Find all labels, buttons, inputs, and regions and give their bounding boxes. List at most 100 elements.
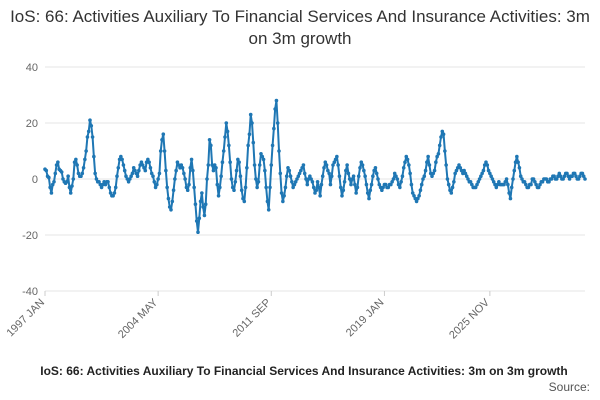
data-point[interactable] [534,182,538,187]
data-point[interactable] [556,174,560,178]
data-point[interactable] [250,121,254,125]
data-point[interactable] [301,163,306,167]
data-point[interactable] [201,205,205,209]
data-point[interactable] [481,168,486,173]
data-point[interactable] [380,188,384,192]
data-point[interactable] [502,182,506,187]
data-point[interactable] [493,182,497,187]
data-point[interactable] [166,196,171,201]
data-point[interactable] [322,166,326,170]
data-point[interactable] [470,182,474,187]
data-point[interactable] [381,185,385,190]
data-point[interactable] [418,188,423,192]
data-point[interactable] [74,157,78,162]
data-point[interactable] [273,107,277,111]
data-point[interactable] [306,177,311,181]
data-point[interactable] [513,160,518,164]
data-point[interactable] [286,166,290,170]
data-point[interactable] [497,180,501,184]
data-point[interactable] [56,160,60,164]
data-point[interactable] [454,168,459,173]
data-point[interactable] [524,182,528,187]
data-point[interactable] [486,168,491,173]
data-point[interactable] [189,157,194,162]
data-point[interactable] [192,185,196,190]
data-point[interactable] [409,182,414,187]
data-point[interactable] [134,171,139,176]
data-point[interactable] [466,177,470,181]
data-point[interactable] [272,126,276,131]
data-point[interactable] [371,174,375,178]
data-point[interactable] [512,168,517,173]
data-point[interactable] [453,171,457,176]
data-point[interactable] [583,177,587,181]
data-point[interactable] [251,140,256,145]
data-point[interactable] [90,135,95,139]
data-point[interactable] [162,149,167,153]
data-point[interactable] [79,174,83,178]
data-point[interactable] [426,154,430,159]
data-point[interactable] [533,180,537,184]
data-point[interactable] [516,160,520,164]
data-point[interactable] [277,149,281,153]
data-point[interactable] [284,174,289,178]
data-point[interactable] [175,160,180,164]
data-point[interactable] [287,168,292,173]
data-point[interactable] [392,171,397,176]
data-point[interactable] [526,185,531,190]
data-point[interactable] [489,174,493,178]
data-point[interactable] [52,180,56,184]
data-point[interactable] [197,216,202,220]
data-point[interactable] [107,185,112,190]
data-point[interactable] [89,124,94,128]
data-point[interactable] [416,196,420,201]
data-point[interactable] [338,185,343,190]
data-point[interactable] [234,168,239,173]
data-point[interactable] [506,182,510,187]
data-point[interactable] [290,180,294,184]
data-point[interactable] [372,168,376,173]
data-point[interactable] [488,171,492,176]
data-point[interactable] [111,194,115,198]
data-point[interactable] [468,180,473,184]
data-point[interactable] [304,177,308,181]
data-point[interactable] [158,149,163,153]
data-point[interactable] [206,163,211,167]
data-point[interactable] [153,185,158,190]
data-point[interactable] [332,160,337,164]
data-point[interactable] [202,213,207,218]
data-point[interactable] [367,196,371,201]
data-point[interactable] [549,177,554,181]
data-point[interactable] [157,171,162,176]
data-point[interactable] [187,182,191,187]
data-point[interactable] [494,185,499,190]
data-point[interactable] [319,182,324,187]
data-point[interactable] [531,177,536,181]
data-point[interactable] [309,177,313,181]
data-point[interactable] [171,188,176,192]
data-point[interactable] [98,182,103,187]
data-point[interactable] [178,166,182,170]
data-point[interactable] [434,160,438,164]
data-point[interactable] [125,177,130,181]
data-point[interactable] [245,166,249,170]
data-point[interactable] [360,163,365,167]
data-point[interactable] [220,160,225,164]
data-point[interactable] [368,188,373,192]
data-point[interactable] [155,182,159,187]
data-point[interactable] [86,129,91,134]
data-point[interactable] [212,163,217,167]
data-point[interactable] [552,174,556,178]
data-point[interactable] [221,149,226,153]
data-point[interactable] [410,191,415,195]
data-point[interactable] [179,163,184,167]
data-point[interactable] [92,154,96,159]
data-point[interactable] [241,196,245,201]
data-point[interactable] [344,168,348,173]
data-point[interactable] [449,191,454,195]
data-point[interactable] [508,196,513,201]
data-point[interactable] [225,129,230,134]
data-point[interactable] [71,177,76,181]
data-point[interactable] [313,191,317,195]
data-point[interactable] [140,163,145,167]
